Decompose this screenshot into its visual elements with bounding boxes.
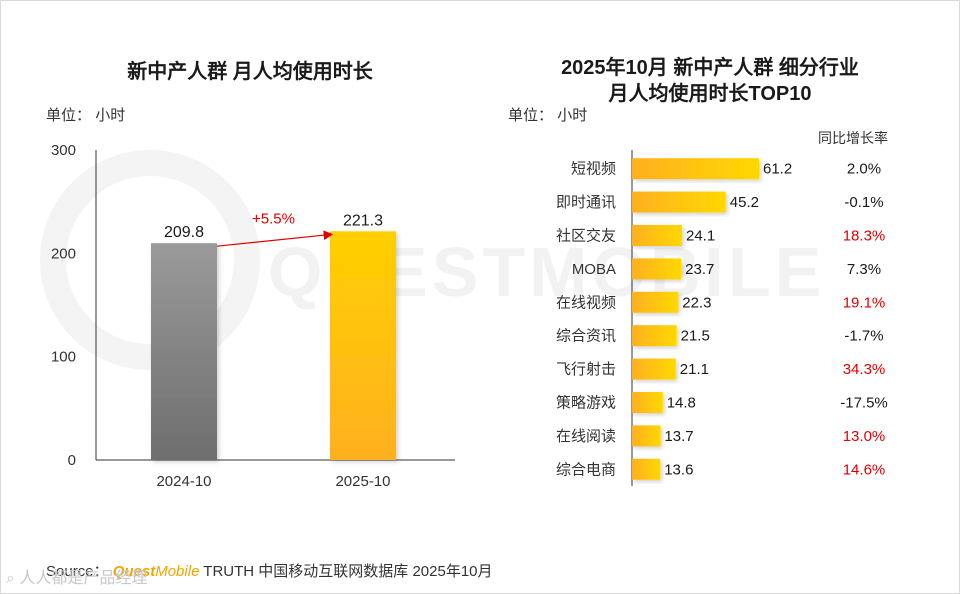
right-growth-rate: -17.5% [840,395,888,412]
left-unit-label: 单位： [46,107,92,124]
right-chart-title: 2025年10月 新中产人群 细分行业 月人均使用时长TOP10 [510,55,910,107]
right-bar-value-label: 22.3 [682,294,711,311]
right-bar-chart: 短视频 61.2 2.0% 即时通讯 45.2 -0.1% 社区交友 24.1 18.3% MOB… [556,150,888,486]
right-bar-value-label: 23.7 [685,261,714,278]
right-growth-rate: 14.6% [843,461,886,478]
growth-annotation: +5.5% [252,210,295,227]
growth-header: 同比增长率 [818,130,888,146]
right-bar-value-label: 13.6 [664,461,693,478]
right-bar-value-label: 14.8 [667,395,696,412]
left-bar-chart: 0 100 200 300 209.8 2024-10 221.3 2025-10 +5.5% [51,142,455,490]
right-growth-rate: 18.3% [843,228,886,245]
left-y-tick-label: 300 [51,142,76,159]
right-bar-即时通讯 [632,191,726,213]
right-chart-title-line1: 2025年10月 新中产人群 细分行业 [561,57,859,79]
left-x-tick-label: 2025-10 [335,473,390,490]
right-bar-value-label: 13.7 [664,428,693,445]
right-bar-策略游戏 [632,392,663,413]
right-category-label: 社区交友 [556,227,616,245]
right-category-label: 在线阅读 [556,428,616,445]
right-bar-value-label: 21.1 [680,361,709,378]
right-bar-value-label: 45.2 [730,194,759,211]
right-growth-rate: 13.0% [843,428,886,445]
right-unit: 单位： 小时 [508,104,587,125]
left-bar-value-label: 221.3 [343,212,383,229]
right-unit-label: 单位： [508,107,554,124]
right-category-label: 在线视频 [556,294,616,311]
source-footer: Source： QuestMobile TRUTH 中国移动互联网数据库 202… [46,560,493,581]
source-prefix: Source： [46,563,109,580]
right-category-label: 综合资讯 [556,328,616,345]
right-unit-value: 小时 [557,107,588,124]
left-bar-value-label: 209.8 [164,224,204,241]
right-category-label: 即时通讯 [556,194,616,211]
left-y-tick-label: 100 [51,349,76,366]
right-category-label: 飞行射击 [556,361,616,378]
left-x-tick-label: 2024-10 [156,473,211,490]
right-bar-飞行射击 [632,358,676,380]
right-bar-在线视频 [632,291,679,313]
right-bar-value-label: 21.5 [681,328,710,345]
source-description: TRUTH 中国移动互联网数据库 2025年10月 [199,563,493,580]
right-bar-短视频 [632,158,759,180]
right-growth-rate: -1.7% [844,328,883,345]
brand-mobile: Mobile [155,563,200,580]
left-y-tick-label: 0 [68,452,76,469]
right-growth-rate: -0.1% [844,194,883,211]
corner-watermark: ⌕ 人人都是产品经理 [6,570,148,587]
right-chart-title-line2: 月人均使用时长TOP10 [608,83,812,105]
right-growth-rate: 34.3% [843,361,886,378]
left-bar-2024-10 [151,243,217,460]
right-growth-rate: 19.1% [843,294,886,311]
right-bar-value-label: 61.2 [763,161,792,178]
right-growth-rate: 7.3% [847,261,881,278]
left-chart-title: 新中产人群 月人均使用时长 [127,61,373,83]
right-category-label: 短视频 [571,161,616,178]
growth-arrow [216,230,334,247]
right-category-label: MOBA [572,261,616,278]
brand-quest: Quest [112,563,156,580]
left-unit: 单位： 小时 [46,104,125,125]
right-bar-在线阅读 [632,425,661,447]
left-bar-2025-10 [330,231,396,460]
right-bar-社区交友 [632,225,683,246]
right-category-label: 综合电商 [556,461,616,478]
right-bar-综合资讯 [632,325,677,347]
right-bar-value-label: 24.1 [686,228,715,245]
left-unit-value: 小时 [95,107,126,124]
right-growth-rate: 2.0% [847,161,881,178]
right-category-label: 策略游戏 [556,395,616,412]
left-y-tick-label: 200 [51,245,76,262]
right-bar-综合电商 [632,458,661,480]
right-bar-MOBA [632,258,682,280]
